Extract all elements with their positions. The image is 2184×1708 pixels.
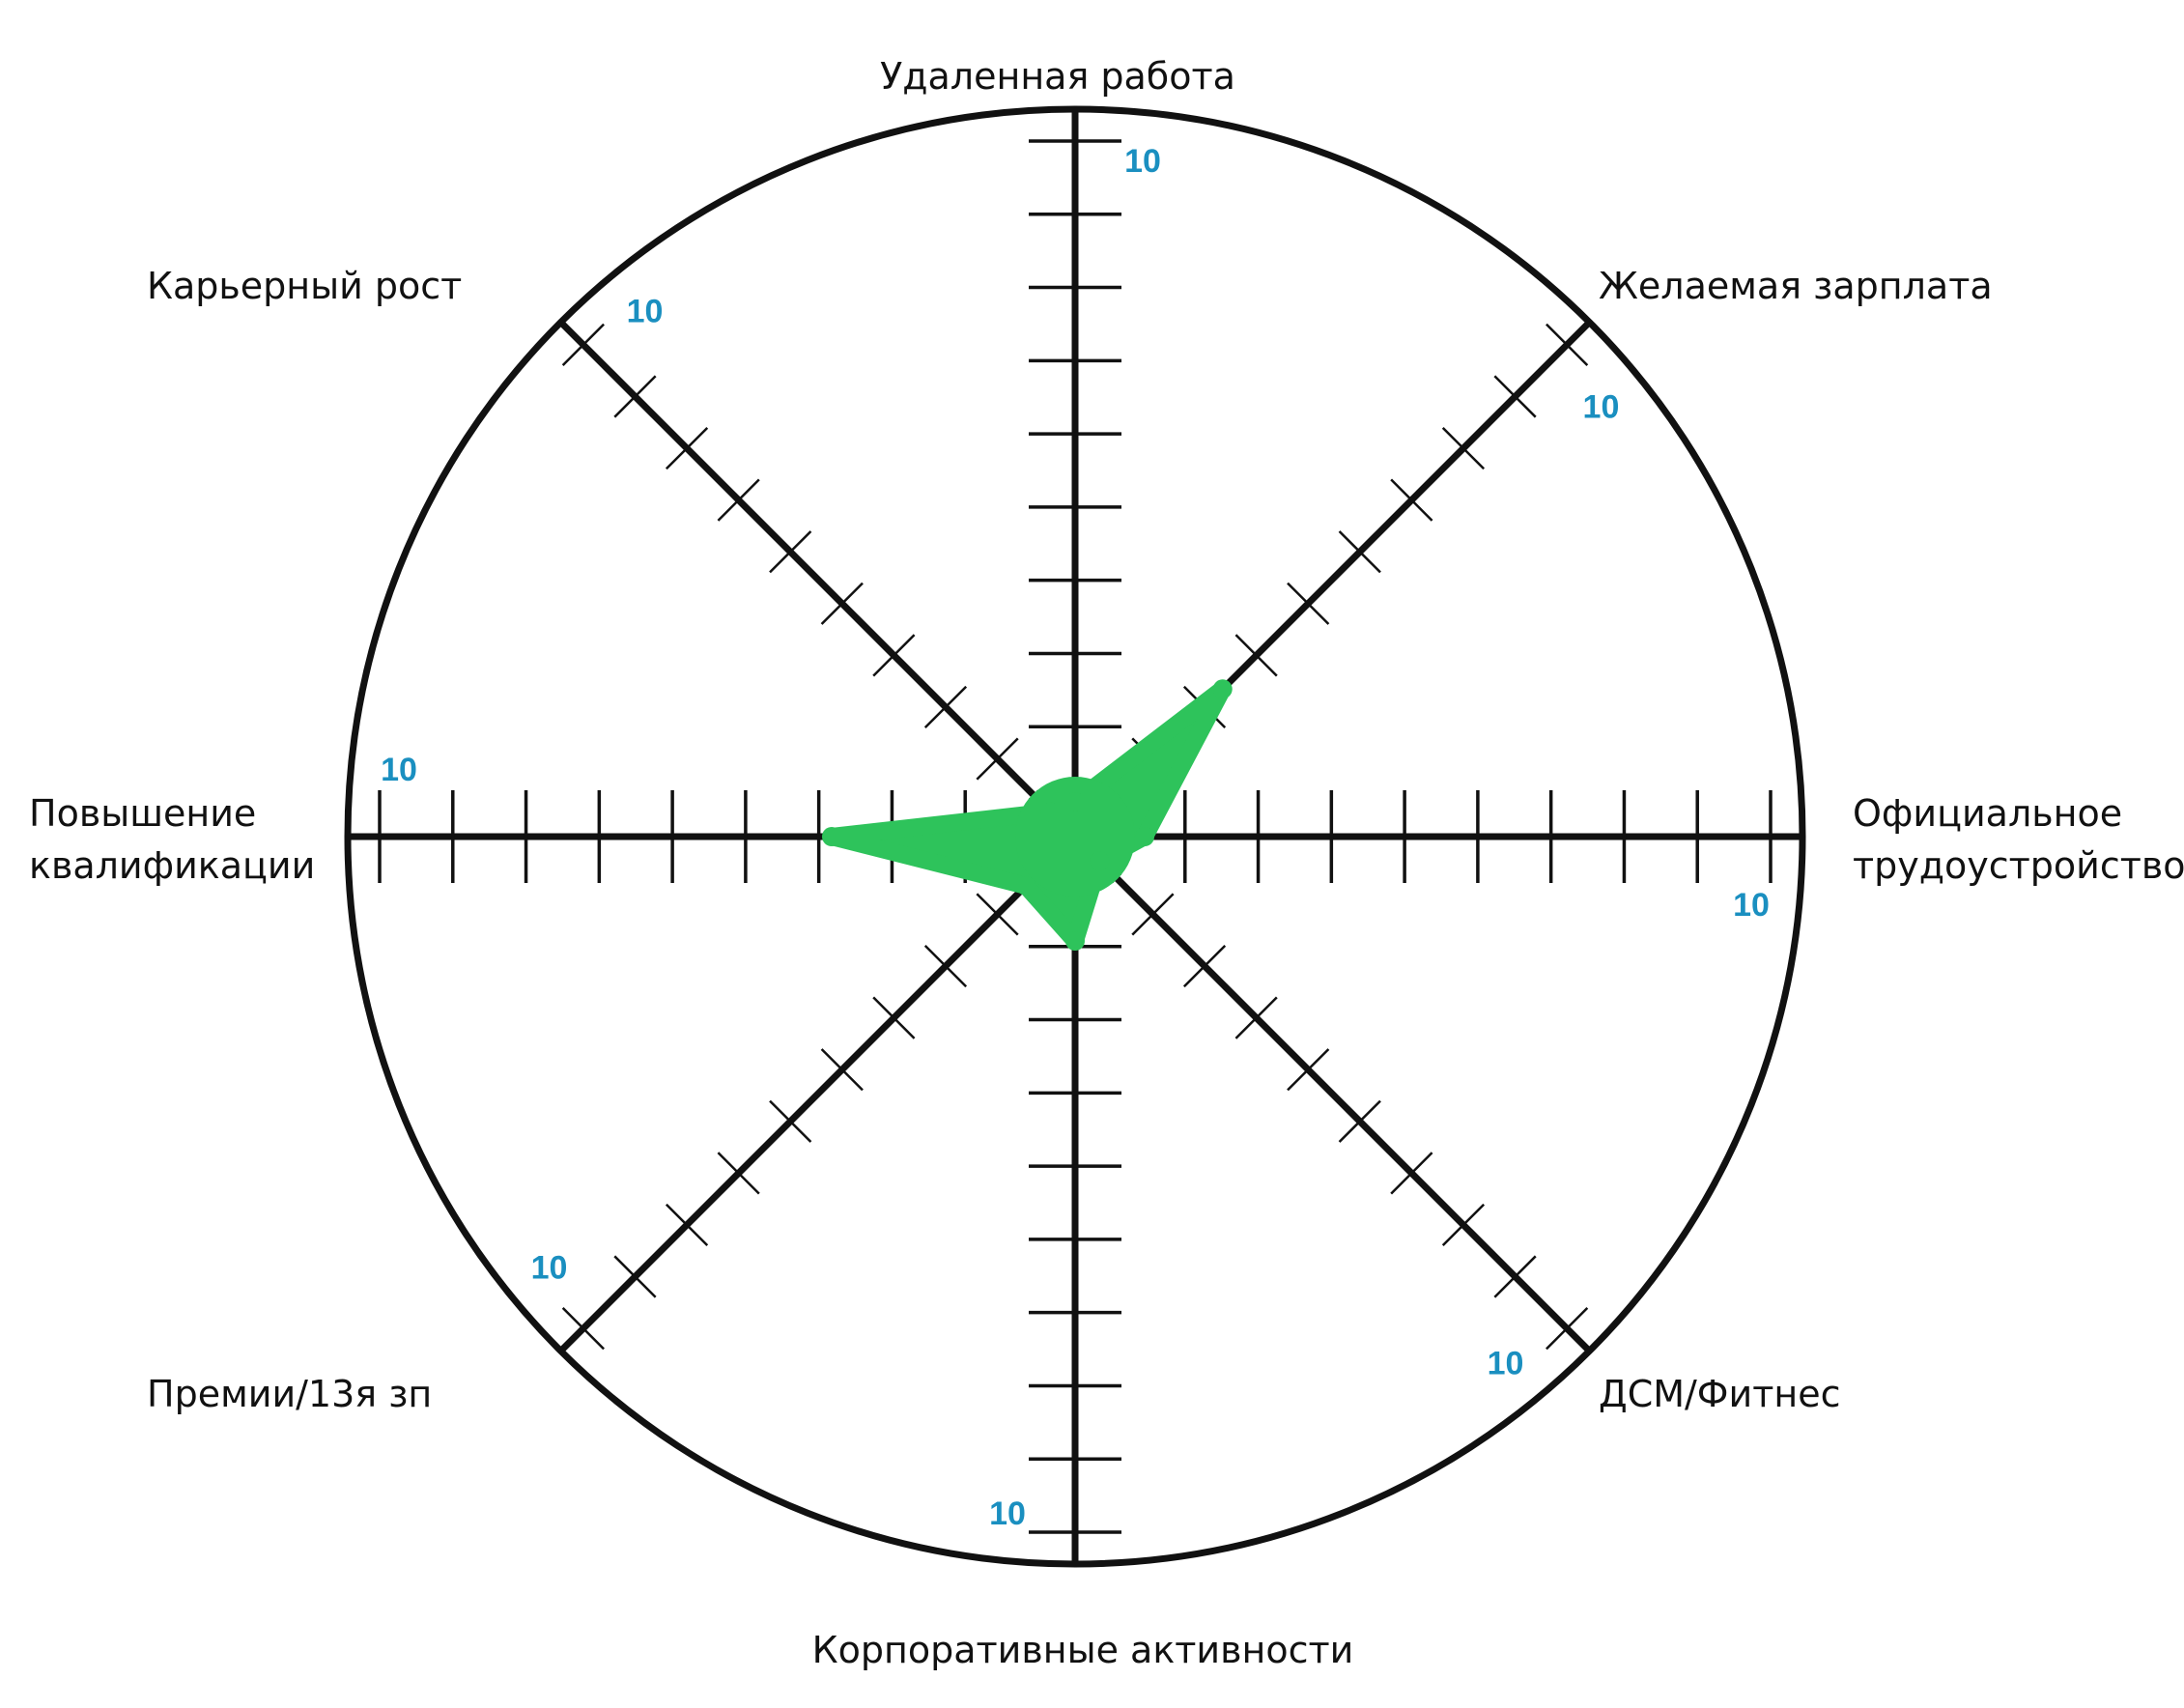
tick-axis-2-4 [1234,634,1278,677]
tick-axis-6-3 [923,944,968,988]
max-value-label: 10 [381,752,417,788]
data-point-2 [1212,679,1233,699]
tick-axis-6-10 [561,1307,605,1351]
axis-labels: Удаленная работа Желаемая зарплата Официал… [29,55,2184,1671]
max-value-label: 10 [1488,1345,1524,1381]
axis-label-6: Премии/13я зп [147,1373,432,1415]
axis-label-line: Премии/13я зп [147,1373,432,1415]
tick-axis-2-9 [1493,375,1537,418]
tick-axis-2-6 [1338,530,1381,574]
axis-label-5: Корпоративные активности [812,1629,1354,1671]
tick-axis-4-6 [1338,1099,1381,1143]
tick-axis-6-5 [820,1048,864,1092]
data-point-1 [1065,792,1085,811]
tick-axis-2-7 [1390,478,1433,522]
axis-label-line: Желаемая зарплата [1599,265,1993,307]
axis-label-line: Официальное [1853,792,2122,835]
tick-axis-8-5 [820,582,864,625]
tick-axis-4-9 [1493,1255,1537,1298]
max-value-label: 10 [989,1495,1026,1532]
tick-axis-4-5 [1287,1048,1330,1092]
tick-axis-4-10 [1546,1307,1589,1351]
tick-axis-4-8 [1441,1203,1486,1247]
tick-axis-8-7 [717,478,760,522]
axis-label-8: Карьерный рост [147,265,462,307]
series [822,679,1233,951]
tick-axis-4-3 [1182,944,1227,988]
data-point-4 [1090,851,1110,871]
data-point-8 [1040,802,1061,822]
ticks [378,139,1773,1534]
axis-label-line: квалификации [29,844,315,887]
tick-axis-6-2 [976,893,1019,936]
data-point-6 [1016,875,1036,896]
max-value-label: 10 [1583,389,1620,426]
data-point-7 [822,827,841,846]
tick-axis-6-8 [665,1203,709,1247]
tick-axis-6-9 [613,1255,657,1298]
tick-axis-2-5 [1287,582,1330,625]
axis-label-line: ДСМ/Фитнес [1599,1373,1840,1415]
tick-axis-6-4 [872,996,916,1039]
tick-axis-4-7 [1390,1152,1433,1195]
axis-label-line: трудоустройство [1853,844,2184,887]
tick-axis-8-6 [769,530,812,574]
tick-axis-6-7 [717,1152,760,1195]
tick-axis-8-9 [613,375,657,418]
data-point-5 [1065,931,1085,951]
axis-label-4: ДСМ/Фитнес [1599,1373,1840,1415]
tick-axis-8-8 [665,426,709,470]
tick-axis-4-2 [1131,893,1175,936]
tick-axis-8-4 [872,634,916,677]
max-value-label: 10 [1733,887,1770,924]
max-value-labels: 10 10 10 10 10 10 10 10 [381,143,1770,1532]
axis-label-line: Повышение [29,792,256,835]
data-point-3 [1135,827,1154,846]
axis-label-line: Карьерный рост [147,265,462,307]
max-value-label: 10 [627,294,664,330]
axis-label-line: Корпоративные активности [812,1629,1354,1671]
tick-axis-8-10 [561,323,605,366]
tick-axis-6-6 [769,1099,812,1143]
axis-label-line: Удаленная работа [880,55,1235,98]
tick-axis-8-2 [976,737,1019,781]
max-value-label: 10 [531,1249,568,1286]
axis-label-2: Желаемая зарплата [1599,265,1993,307]
tick-axis-2-8 [1441,426,1486,470]
axis-label-7: Повышение квалификации [29,792,315,887]
tick-axis-4-4 [1234,996,1278,1039]
axis-label-3: Официальное трудоустройство [1853,792,2184,887]
tick-axis-8-3 [923,685,968,729]
tick-axis-2-10 [1546,323,1589,366]
max-value-label: 10 [1124,143,1161,180]
axis-label-1: Удаленная работа [880,55,1235,98]
